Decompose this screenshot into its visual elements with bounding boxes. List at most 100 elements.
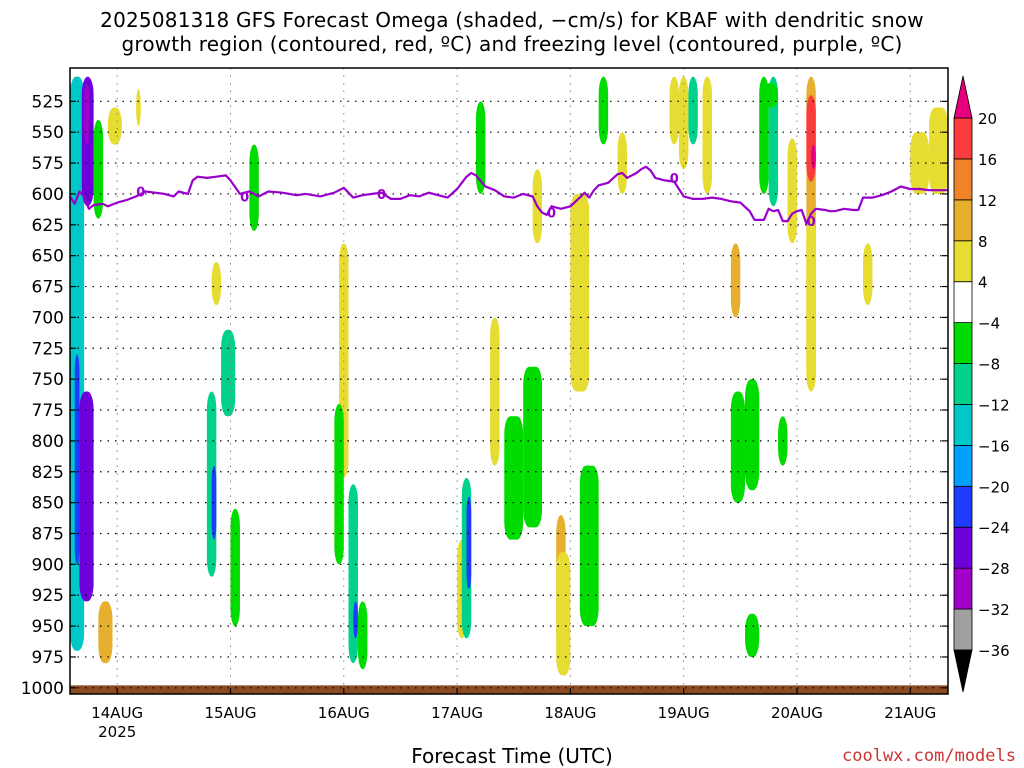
colorbar-box <box>953 444 973 487</box>
omega-region <box>84 82 89 145</box>
grid-layer <box>70 68 948 694</box>
omega-region <box>745 613 760 657</box>
terrain-layer <box>70 685 948 694</box>
colorbar-box <box>953 363 973 405</box>
y-tick-label: 725 <box>32 339 64 359</box>
y-tick-label: 900 <box>32 555 64 575</box>
colorbar-box <box>953 117 973 160</box>
omega-region <box>910 132 930 194</box>
axes-layer: 525 550 575 600 625 650 675 700 725 750 775 800 825 8… <box>21 67 949 741</box>
freezing-level-contour-label: 0 <box>807 215 816 230</box>
omega-region <box>598 76 609 145</box>
colorbar-box <box>953 404 973 446</box>
colorbar-label: −32 <box>978 601 1010 619</box>
credit-link[interactable]: coolwx.com/models <box>842 746 1016 766</box>
omega-region <box>863 243 873 306</box>
plot-frame <box>69 67 949 695</box>
colorbar-box <box>953 485 973 528</box>
colorbar-label: −12 <box>978 396 1010 414</box>
omega-region <box>221 329 236 417</box>
omega-region <box>107 107 122 145</box>
omega-region <box>929 107 948 194</box>
colorbar-box <box>953 240 973 283</box>
omega-region <box>570 193 590 392</box>
y-tick-label: 750 <box>32 370 64 390</box>
colorbar-box <box>953 199 973 242</box>
omega-region <box>730 243 741 318</box>
omega-region <box>230 508 240 627</box>
y-tick-label: 925 <box>32 586 64 606</box>
freezing-level-line <box>69 165 948 225</box>
colorbar-label: −24 <box>978 519 1010 537</box>
freezing-level-contour-label: 0 <box>377 188 386 203</box>
y-tick-label: 950 <box>32 617 64 637</box>
omega-region <box>787 138 797 244</box>
omega-region <box>556 552 571 676</box>
colorbar-box <box>953 158 973 201</box>
omega-region <box>98 601 113 664</box>
omega-region <box>811 144 816 170</box>
colorbar-label: −28 <box>978 560 1010 578</box>
x-tick-label: 17AUG <box>431 704 483 722</box>
y-tick-label: 1000 <box>21 679 64 699</box>
y-tick-label: 825 <box>32 463 64 483</box>
terrain-fill <box>70 685 948 694</box>
omega-region <box>702 76 712 194</box>
omega-region <box>490 317 500 466</box>
omega-region <box>759 76 769 194</box>
omega-region <box>523 366 543 528</box>
y-tick-label: 525 <box>32 92 64 112</box>
omega-region <box>730 391 746 503</box>
omega-region <box>669 76 679 145</box>
omega-region <box>475 101 486 194</box>
y-tick-label: 850 <box>32 494 64 514</box>
colorbar-label: −8 <box>978 356 1000 374</box>
freezing-level-contour-label: 0 <box>547 206 556 221</box>
colorbar-label: 12 <box>978 192 997 210</box>
omega-region <box>136 88 141 127</box>
y-tick-label: 975 <box>32 648 64 668</box>
chart-title-line-2: growth region (contoured, red, ºC) and f… <box>121 32 903 56</box>
y-tick-label: 600 <box>32 185 64 205</box>
omega-region <box>353 601 358 639</box>
x-tick-label: 19AUG <box>658 704 710 722</box>
x-tick-label: 14AUG <box>91 704 143 722</box>
x-tick-label: 16AUG <box>318 704 370 722</box>
omega-region <box>678 76 689 170</box>
omega-region <box>688 76 698 145</box>
chart-title-line-1: 2025081318 GFS Forecast Omega (shaded, −… <box>100 8 924 32</box>
omega-region <box>74 354 80 565</box>
y-tick-label: 800 <box>32 432 64 452</box>
x-tick-label: 20AUG <box>771 704 823 722</box>
freezing-level-layer: 0 0 0 0 0 0 <box>69 165 948 230</box>
omega-region <box>357 601 368 670</box>
x-year-label: 2025 <box>98 723 136 741</box>
y-tick-label: 650 <box>32 247 64 267</box>
y-tick-label: 675 <box>32 278 64 298</box>
omega-region <box>806 218 816 392</box>
omega-region <box>768 76 779 207</box>
x-tick-label: 21AUG <box>884 704 936 722</box>
colorbar-label: 20 <box>978 110 997 128</box>
omega-shading-layer <box>70 76 948 676</box>
omega-region <box>745 379 760 491</box>
colorbar: −36 −32 −28 −24 −20 −16 −12 −8 −4 4 8 12 16 20 <box>953 75 1010 693</box>
omega-region <box>617 132 628 194</box>
y-tick-label: 775 <box>32 401 64 421</box>
colorbar-min-arrow <box>953 649 973 693</box>
freezing-level-contour-label: 0 <box>240 190 249 205</box>
omega-region <box>249 144 259 231</box>
x-tick-label: 18AUG <box>544 704 596 722</box>
omega-region <box>504 416 524 540</box>
omega-region <box>79 391 94 602</box>
freezing-level-contour-label: 0 <box>136 185 145 200</box>
y-tick-label: 575 <box>32 154 64 174</box>
colorbar-label: −20 <box>978 478 1010 496</box>
colorbar-box <box>953 567 973 610</box>
y-tick-label: 875 <box>32 524 64 544</box>
omega-region <box>763 82 779 108</box>
y-tick-label: 700 <box>32 308 64 328</box>
x-axis-label: Forecast Time (UTC) <box>411 744 613 768</box>
colorbar-label: −4 <box>978 315 1000 333</box>
colorbar-box <box>953 608 973 651</box>
